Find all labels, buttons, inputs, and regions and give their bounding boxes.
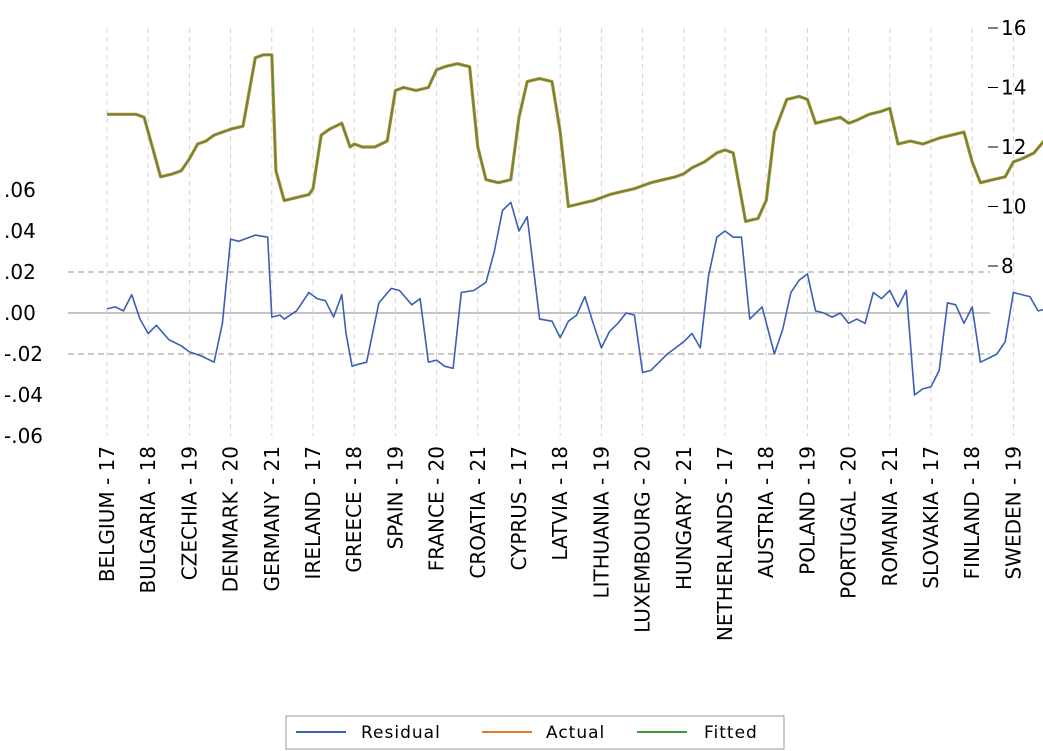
x-category-label: NETHERLANDS - 17 xyxy=(713,446,737,641)
right-tick-label: 14 xyxy=(1001,76,1026,100)
x-category-label: FINLAND - 18 xyxy=(960,446,984,579)
x-category-label: PORTUGAL - 20 xyxy=(837,446,861,599)
left-tick-label: .00 xyxy=(4,301,36,325)
x-category-label: BULGARIA - 18 xyxy=(136,446,160,594)
right-tick-label: 12 xyxy=(1001,135,1026,159)
x-category-label: DENMARK - 20 xyxy=(219,446,243,592)
left-tick-label: -.04 xyxy=(4,383,43,407)
x-category-label: BELGIUM - 17 xyxy=(95,446,119,582)
x-category-label: LATVIA - 18 xyxy=(548,446,572,561)
x-category-label: CROATIA - 21 xyxy=(466,446,490,579)
right-tick-label: 10 xyxy=(1001,195,1026,219)
left-tick-label: -.02 xyxy=(4,342,43,366)
legend-label-actual: Actual xyxy=(546,723,605,743)
legend-label-residual: Residual xyxy=(361,723,441,743)
x-category-label: SWEDEN - 19 xyxy=(1001,446,1025,580)
legend-box xyxy=(285,715,785,750)
x-category-label: LITHUANIA - 19 xyxy=(589,446,613,599)
grid-layer xyxy=(106,28,1014,436)
x-category-label: CZECHIA - 19 xyxy=(177,446,201,580)
series-line-residual xyxy=(106,201,1043,396)
left-tick-label: -.06 xyxy=(4,424,43,448)
x-category-label: AUSTRIA - 18 xyxy=(754,446,778,578)
x-category-label: GERMANY - 21 xyxy=(260,446,284,592)
x-category-label: GREECE - 18 xyxy=(342,446,366,573)
series-line-fitted xyxy=(107,53,1043,223)
series-line-actual xyxy=(107,53,1043,223)
x-category-label: CYPRUS - 17 xyxy=(507,446,531,571)
x-category-label: POLAND - 19 xyxy=(795,446,819,575)
right-tick-label: 8 xyxy=(1001,254,1014,278)
x-category-label: HUNGARY - 21 xyxy=(672,446,696,590)
x-category-label: SLOVAKIA - 17 xyxy=(919,446,943,589)
left-tick-label: .04 xyxy=(4,219,36,243)
left-tick-label: .06 xyxy=(4,178,36,202)
legend: Residual Actual Fitted xyxy=(285,715,785,750)
series-layer xyxy=(106,53,1043,396)
x-category-label: FRANCE - 20 xyxy=(425,446,449,571)
x-category-label: ROMANIA - 21 xyxy=(878,446,902,587)
x-category-label: SPAIN - 19 xyxy=(383,446,407,549)
x-category-label: LUXEMBOURG - 20 xyxy=(631,446,655,633)
left-tick-label: .02 xyxy=(4,260,36,284)
x-axis: BELGIUM - 17 BULGARIA - 18 CZECHIA - 19 DEN… xyxy=(95,446,1025,641)
right-axis: 16 14 12 10 8 xyxy=(988,16,1026,278)
right-tick-label: 16 xyxy=(1001,16,1026,40)
x-category-label: IRELAND - 17 xyxy=(301,446,325,579)
reference-lines xyxy=(68,271,990,355)
legend-label-fitted: Fitted xyxy=(704,723,758,743)
left-axis: .06 .04 .02 .00 -.02 -.04 -.06 xyxy=(4,178,43,448)
